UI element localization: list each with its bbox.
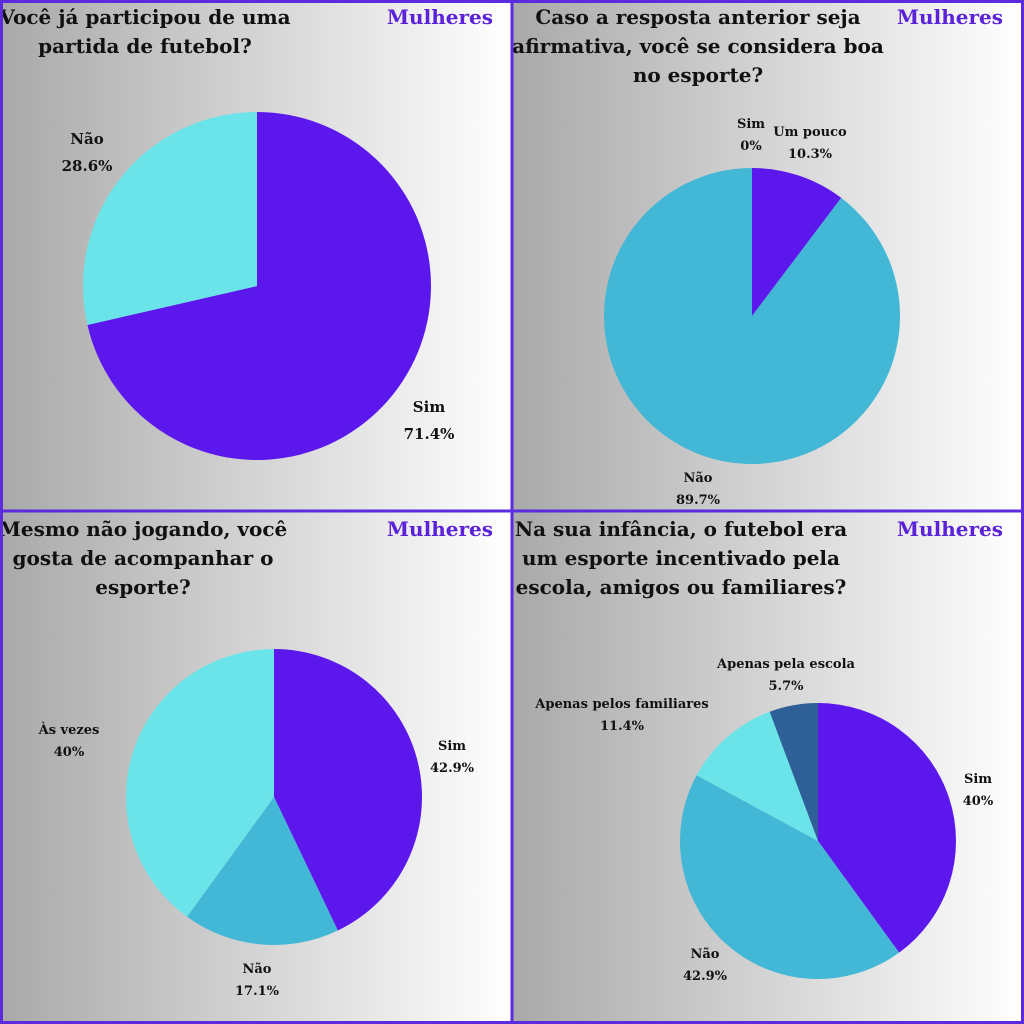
pie-slice-n-o [679,775,900,980]
slice-label: Apenas pela escola 5.7% [716,657,856,694]
slice-label-name: Um pouco [773,125,847,140]
slice-label: Não 28.6% [62,130,113,175]
chart-title-line: Caso a resposta anterior seja [535,5,860,29]
chart-panel-3: Mesmo não jogando, você gosta de acompanh… [0,512,512,1024]
chart-title-line: gosta de acompanhar o [13,546,274,570]
slice-label-name: Não [691,947,720,962]
slice-label: Sim 40% [963,772,994,809]
slice-label-name: Não [70,130,103,148]
chart-title-line: esporte? [95,575,191,599]
chart-panel-1: Você já participou de uma partida de fute… [0,0,512,512]
pie-slice-apenas-pela-escola [769,703,818,841]
pie-slice-um-pouco [752,168,842,316]
slice-label: Sim 42.9% [430,739,475,776]
slice-label-value: 89.7% [676,493,721,508]
chart-title-line: no esporte? [633,63,763,87]
slice-label: Sim 0% [737,117,765,154]
chart-title: Mesmo não jogando, você gosta de acompanh… [0,517,287,599]
pie-slice-n-o [83,112,257,326]
slice-label: Às vezes 40% [38,722,100,760]
chart-title: Na sua infância, o futebol era um esporte… [515,517,847,599]
slice-label-name: Sim [438,739,466,754]
group-tag: Mulheres [387,5,493,29]
slice-label-value: 40% [963,794,994,809]
chart-title: Você já participou de uma partida de fute… [0,5,291,58]
slice-label-name: Não [243,962,272,977]
chart-title-line: afirmativa, você se considera boa [512,34,884,58]
slice-label-name: Não [684,471,713,486]
slice-label-value: 0% [740,139,762,154]
slice-label-name: Sim [413,398,446,416]
pie-slice-sim [274,649,423,931]
chart-title-line: um esporte incentivado pela [522,546,840,570]
chart-title-line: Você já participou de uma [0,5,291,29]
chart-title-line: partida de futebol? [38,34,252,58]
chart-title: Caso a resposta anterior seja afirmativa,… [512,5,884,87]
pie-slice--s-vezes [125,649,275,917]
group-tag: Mulheres [387,517,493,541]
group-tag: Mulheres [897,5,1003,29]
slice-label: Apenas pelos familiares 11.4% [534,697,708,734]
slice-label: Sim 71.4% [404,398,455,443]
slice-label-value: 71.4% [404,425,455,443]
chart-panel-4: Na sua infância, o futebol era um esporte… [512,512,1024,1024]
slice-label: Não 17.1% [235,962,280,999]
pie-slice-n-o [604,168,901,464]
slice-label: Não 89.7% [676,471,721,508]
pie-slice-sim [87,112,432,461]
pie-slice-sim [818,703,956,953]
chart-title-line: escola, amigos ou familiares? [516,575,847,599]
slice-label-name: Sim [964,772,992,787]
group-tag: Mulheres [897,517,1003,541]
slice-label-value: 5.7% [769,679,805,694]
slice-label-name: Apenas pela escola [716,657,856,672]
chart-title-line: Mesmo não jogando, você [0,517,287,541]
slice-label-value: 10.3% [788,147,833,162]
pie-slice-n-o [187,797,338,946]
slice-label: Um pouco 10.3% [773,125,847,162]
slice-label-name: Apenas pelos familiares [534,697,708,712]
slice-label-value: 42.9% [683,969,728,984]
slice-label-name: Sim [737,117,765,132]
chart-title-line: Na sua infância, o futebol era [515,517,847,541]
pie-slice-apenas-pelos-familiares [696,711,818,841]
slice-label-value: 11.4% [600,719,645,734]
slice-label-name: Às vezes [38,722,100,738]
slice-label-value: 17.1% [235,984,280,999]
slice-label-value: 28.6% [62,157,113,175]
chart-panel-2: Caso a resposta anterior seja afirmativa,… [512,0,1024,512]
slice-label: Não 42.9% [683,947,728,984]
slice-label-value: 42.9% [430,761,475,776]
slice-label-value: 40% [54,745,85,760]
